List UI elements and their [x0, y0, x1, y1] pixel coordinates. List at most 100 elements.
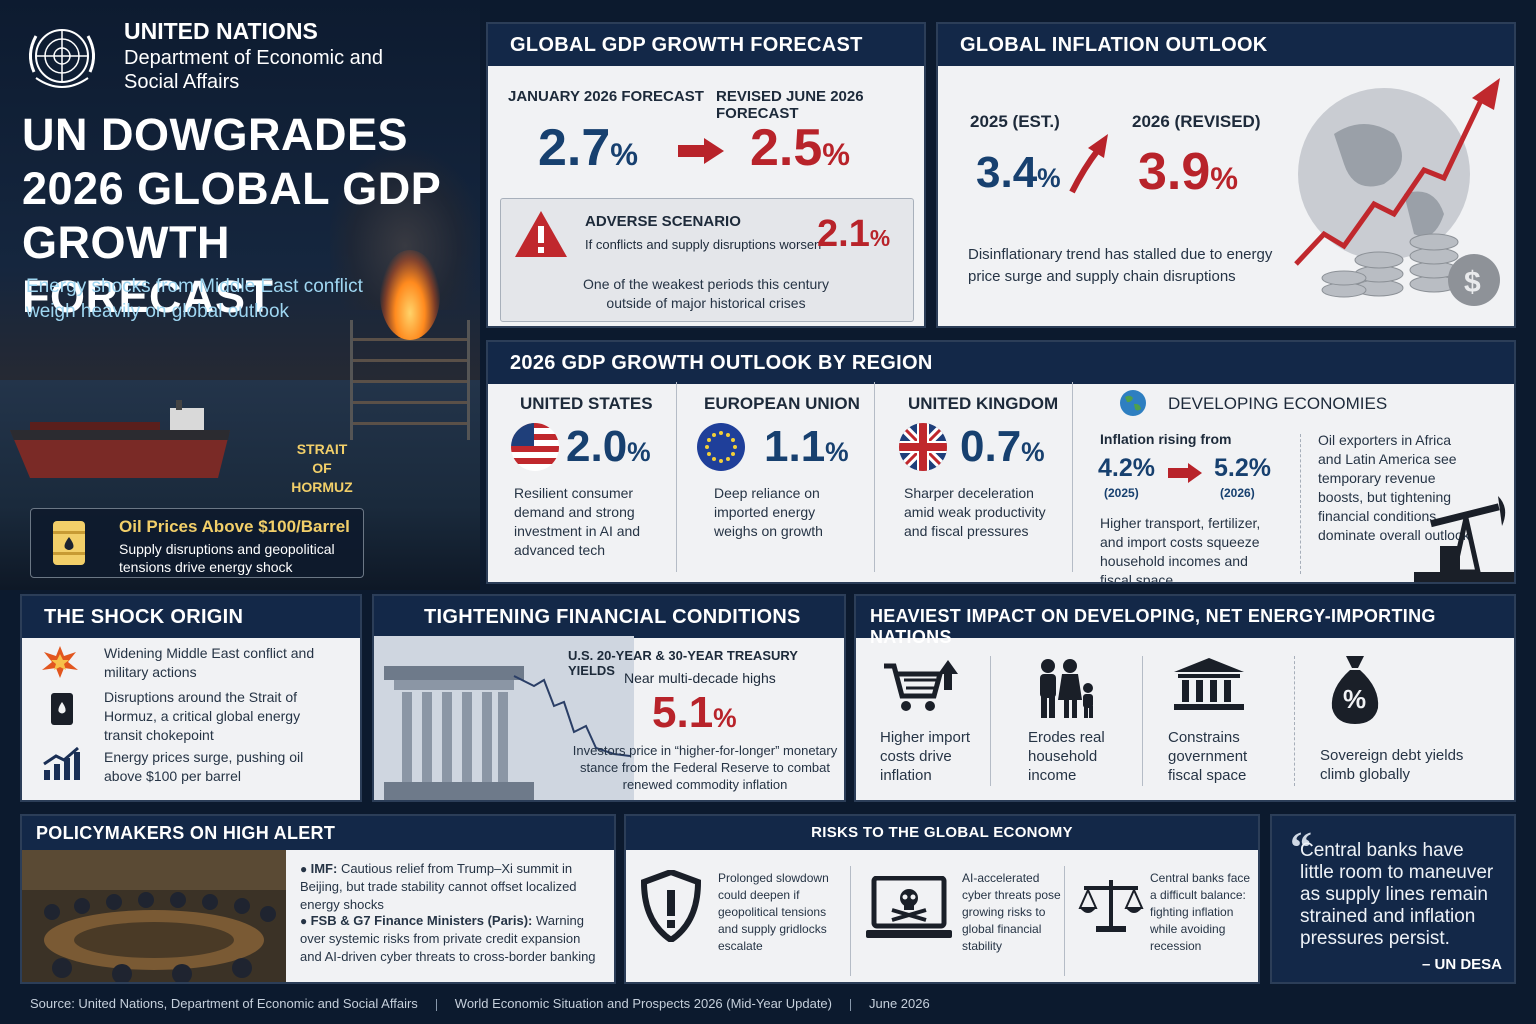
heaviest-impact-panel: HEAVIEST IMPACT ON DEVELOPING, NET ENERG…	[854, 594, 1516, 802]
footer-source: Source: United Nations, Department of Ec…	[30, 996, 418, 1011]
shock-origin-title: THE SHOCK ORIGIN	[22, 596, 360, 638]
svg-text:%: %	[1343, 684, 1366, 714]
heaviest-impact-title: HEAVIEST IMPACT ON DEVELOPING, NET ENERG…	[856, 596, 1514, 647]
region-us-value: 2.0%	[566, 422, 651, 471]
region-uk-text: Sharper deceleration amid weak productiv…	[904, 485, 1046, 539]
us-flag-icon	[511, 423, 559, 471]
inflation-note: Disinflationary trend has stalled due to…	[968, 246, 1273, 285]
region-dev-name: DEVELOPING ECONOMIES	[1168, 394, 1388, 413]
imf-note: ● IMF: Cautious relief from Trump–Xi sum…	[300, 861, 577, 912]
quote-mark: “	[1290, 823, 1312, 872]
tanker-ship-illustration	[10, 400, 230, 478]
risk-item-3: Central banks face a difficult balance: …	[1150, 871, 1251, 953]
inflation-revised-value: 3.9%	[1138, 143, 1239, 201]
financial-conditions-title: TIGHTENING FINANCIAL CONDITIONS	[374, 596, 844, 638]
subheadline: Energy shocks from Middle East conflict …	[26, 276, 363, 322]
family-icon	[1040, 659, 1093, 718]
page-title: UN DOWGRADES 2026 GLOBAL GDP GROWTH FORE…	[22, 109, 441, 322]
oil-rig-illustration	[350, 320, 470, 440]
adverse-value: 2.1%	[817, 213, 891, 255]
risks-panel: RISKS TO THE GLOBAL ECONOMY Prolonged sl…	[624, 814, 1260, 984]
region-uk-name: UNITED KINGDOM	[908, 394, 1059, 413]
dev-inflation-text: Higher transport, fertilizer, and import…	[1100, 515, 1261, 584]
jan-forecast-value: 2.7%	[538, 119, 639, 177]
shopping-cart-icon	[884, 660, 958, 711]
globe-icon	[1120, 390, 1146, 416]
department-name: Department of Economic and Social Affair…	[124, 47, 384, 93]
hero-section	[0, 0, 480, 590]
dev-inflation-to-year: (2026)	[1220, 486, 1255, 500]
shield-icon	[640, 870, 702, 942]
oil-callout-text: Supply disruptions and geopolitical tens…	[119, 541, 335, 575]
region-eu-name: EUROPEAN UNION	[704, 394, 860, 413]
impact-item-3: Constrains government fiscal space	[1168, 729, 1248, 784]
yields-value: 5.1%	[652, 688, 737, 737]
laptop-skull-icon	[866, 876, 952, 938]
jan-forecast-label: JANUARY 2026 FORECAST	[508, 88, 704, 105]
quote-text: Central banks have little room to maneuv…	[1300, 840, 1494, 949]
shock-item-3: Energy prices surge, pushing oil above $…	[104, 749, 304, 784]
un-emblem-logo	[29, 29, 95, 88]
financial-text: Investors price in “higher-for-longer” m…	[572, 743, 838, 792]
policymakers-title: POLICYMAKERS ON HIGH ALERT	[22, 816, 614, 850]
adverse-note: One of the weakest periods this century …	[583, 276, 829, 311]
adverse-text: If conflicts and supply disruptions wors…	[585, 237, 822, 252]
region-eu-text: Deep reliance on imported energy weighs …	[714, 485, 823, 539]
oil-callout-title: Oil Prices Above $100/Barrel	[119, 517, 350, 536]
impact-item-4: Sovereign debt yields climb globally	[1320, 747, 1464, 783]
region-eu-value: 1.1%	[764, 422, 849, 471]
footer-date: June 2026	[869, 996, 930, 1011]
arrow-right-icon	[678, 138, 724, 164]
quote-box: “ Central banks have little room to mane…	[1270, 814, 1516, 984]
region-uk-value: 0.7%	[960, 422, 1045, 471]
eu-flag-icon	[697, 423, 745, 471]
fsb-note: ● FSB & G7 Finance Ministers (Paris): Wa…	[300, 913, 596, 964]
region-us-name: UNITED STATES	[520, 394, 653, 413]
dev-inflation-to: 5.2%	[1214, 454, 1271, 482]
rising-chart-icon	[43, 746, 80, 780]
risk-item-1: Prolonged slowdown could deepen if geopo…	[718, 871, 829, 953]
oil-barrel-icon	[51, 693, 73, 725]
oil-pump-jack-icon	[1414, 496, 1514, 582]
shock-item-1: Widening Middle East conflict and milita…	[104, 645, 315, 680]
warning-icon	[515, 211, 567, 257]
region-outlook-panel: 2026 GDP GROWTH OUTLOOK BY REGION UNITED…	[486, 340, 1516, 584]
revised-forecast-value: 2.5%	[750, 119, 851, 177]
financial-conditions-panel: TIGHTENING FINANCIAL CONDITIONS U.S. 20-…	[372, 594, 846, 802]
arrow-right-icon	[1168, 463, 1202, 483]
government-building-icon	[1174, 658, 1244, 710]
dev-inflation-from-year: (2025)	[1104, 486, 1139, 500]
adverse-scenario-box: ADVERSE SCENARIO If conflicts and supply…	[500, 198, 914, 322]
impact-item-1: Higher import costs drive inflation	[880, 729, 971, 784]
risk-item-2: AI-accelerated cyber threats pose growin…	[962, 871, 1061, 953]
revised-forecast-label: REVISED JUNE 2026 FORECAST	[716, 88, 864, 122]
federal-reserve-building-illustration	[374, 636, 634, 800]
inflation-est-value: 3.4%	[976, 148, 1061, 197]
map-label-hormuz: STRAIT OF HORMUZ	[291, 441, 353, 495]
yields-label: U.S. 20-YEAR & 30-YEAR TREASURY YIELDS	[568, 648, 798, 678]
footer-report: World Economic Situation and Prospects 2…	[454, 996, 832, 1011]
region-us-text: Resilient consumer demand and strong inv…	[514, 485, 641, 558]
dev-inflation-from: 4.2%	[1098, 454, 1155, 482]
yields-note: Near multi-decade highs	[624, 670, 776, 686]
oil-barrel-icon	[53, 521, 85, 565]
gdp-forecast-title: GLOBAL GDP GROWTH FORECAST	[488, 24, 924, 66]
adverse-title: ADVERSE SCENARIO	[585, 213, 741, 230]
uk-flag-icon	[899, 423, 947, 471]
footer: Source: United Nations, Department of Ec…	[30, 996, 930, 1011]
inflation-est-label: 2025 (EST.)	[970, 112, 1060, 131]
explosion-icon	[42, 646, 78, 678]
money-bag-icon: %	[1331, 656, 1379, 724]
scales-icon	[1078, 880, 1144, 932]
svg-text:$: $	[1464, 266, 1481, 299]
fire-illustration	[380, 250, 440, 340]
dev-inflation-label: Inflation rising from	[1100, 431, 1232, 447]
dev-exporters-text: Oil exporters in Africa and Latin Americ…	[1318, 432, 1470, 543]
risks-title: RISKS TO THE GLOBAL ECONOMY	[626, 816, 1258, 850]
quote-author: – UN DESA	[1422, 956, 1503, 973]
gdp-forecast-panel: GLOBAL GDP GROWTH FORECAST JANUARY 2026 …	[486, 22, 926, 328]
inflation-revised-label: 2026 (REVISED)	[1132, 112, 1261, 131]
oil-price-callout: Oil Prices Above $100/Barrel Supply disr…	[30, 508, 364, 578]
shock-item-2: Disruptions around the Strait of Hormuz,…	[104, 689, 301, 743]
inflation-panel: GLOBAL INFLATION OUTLOOK 2025 (EST.) 202…	[936, 22, 1516, 328]
